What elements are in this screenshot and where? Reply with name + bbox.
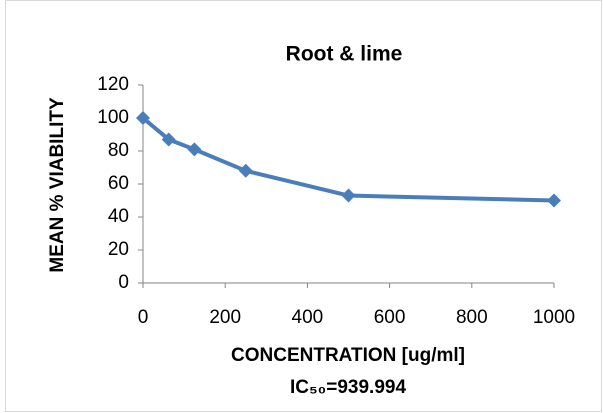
data-point (187, 142, 202, 157)
series-line (141, 116, 555, 203)
y-tick-label: 100 (97, 107, 129, 128)
annotation: IC₅₀=939.994 (290, 377, 406, 398)
y-tick-label: 60 (108, 173, 129, 194)
y-tick-label: 40 (108, 206, 129, 227)
y-tick-label: 80 (108, 140, 129, 161)
data-point (341, 188, 356, 203)
y-tick-label: 120 (97, 74, 129, 95)
x-axis-label: CONCENTRATION [ug/ml] (231, 345, 465, 366)
data-point (161, 132, 176, 147)
chart-title: Root & lime (286, 43, 403, 66)
y-tick-label: 0 (118, 272, 129, 293)
x-tick-label: 1000 (533, 307, 575, 328)
chart-border (5, 0, 602, 412)
data-point (136, 111, 150, 125)
x-tick-label: 600 (374, 307, 406, 328)
x-tick-label: 400 (292, 307, 324, 328)
x-tick-label: 200 (209, 307, 241, 328)
x-tick-label: 800 (456, 307, 488, 328)
y-tick-label: 20 (108, 239, 129, 260)
data-point (238, 163, 253, 178)
y-axis-label: MEAN % VIABILITY (47, 97, 68, 273)
x-tick-label: 0 (138, 307, 149, 328)
data-point (547, 193, 561, 208)
